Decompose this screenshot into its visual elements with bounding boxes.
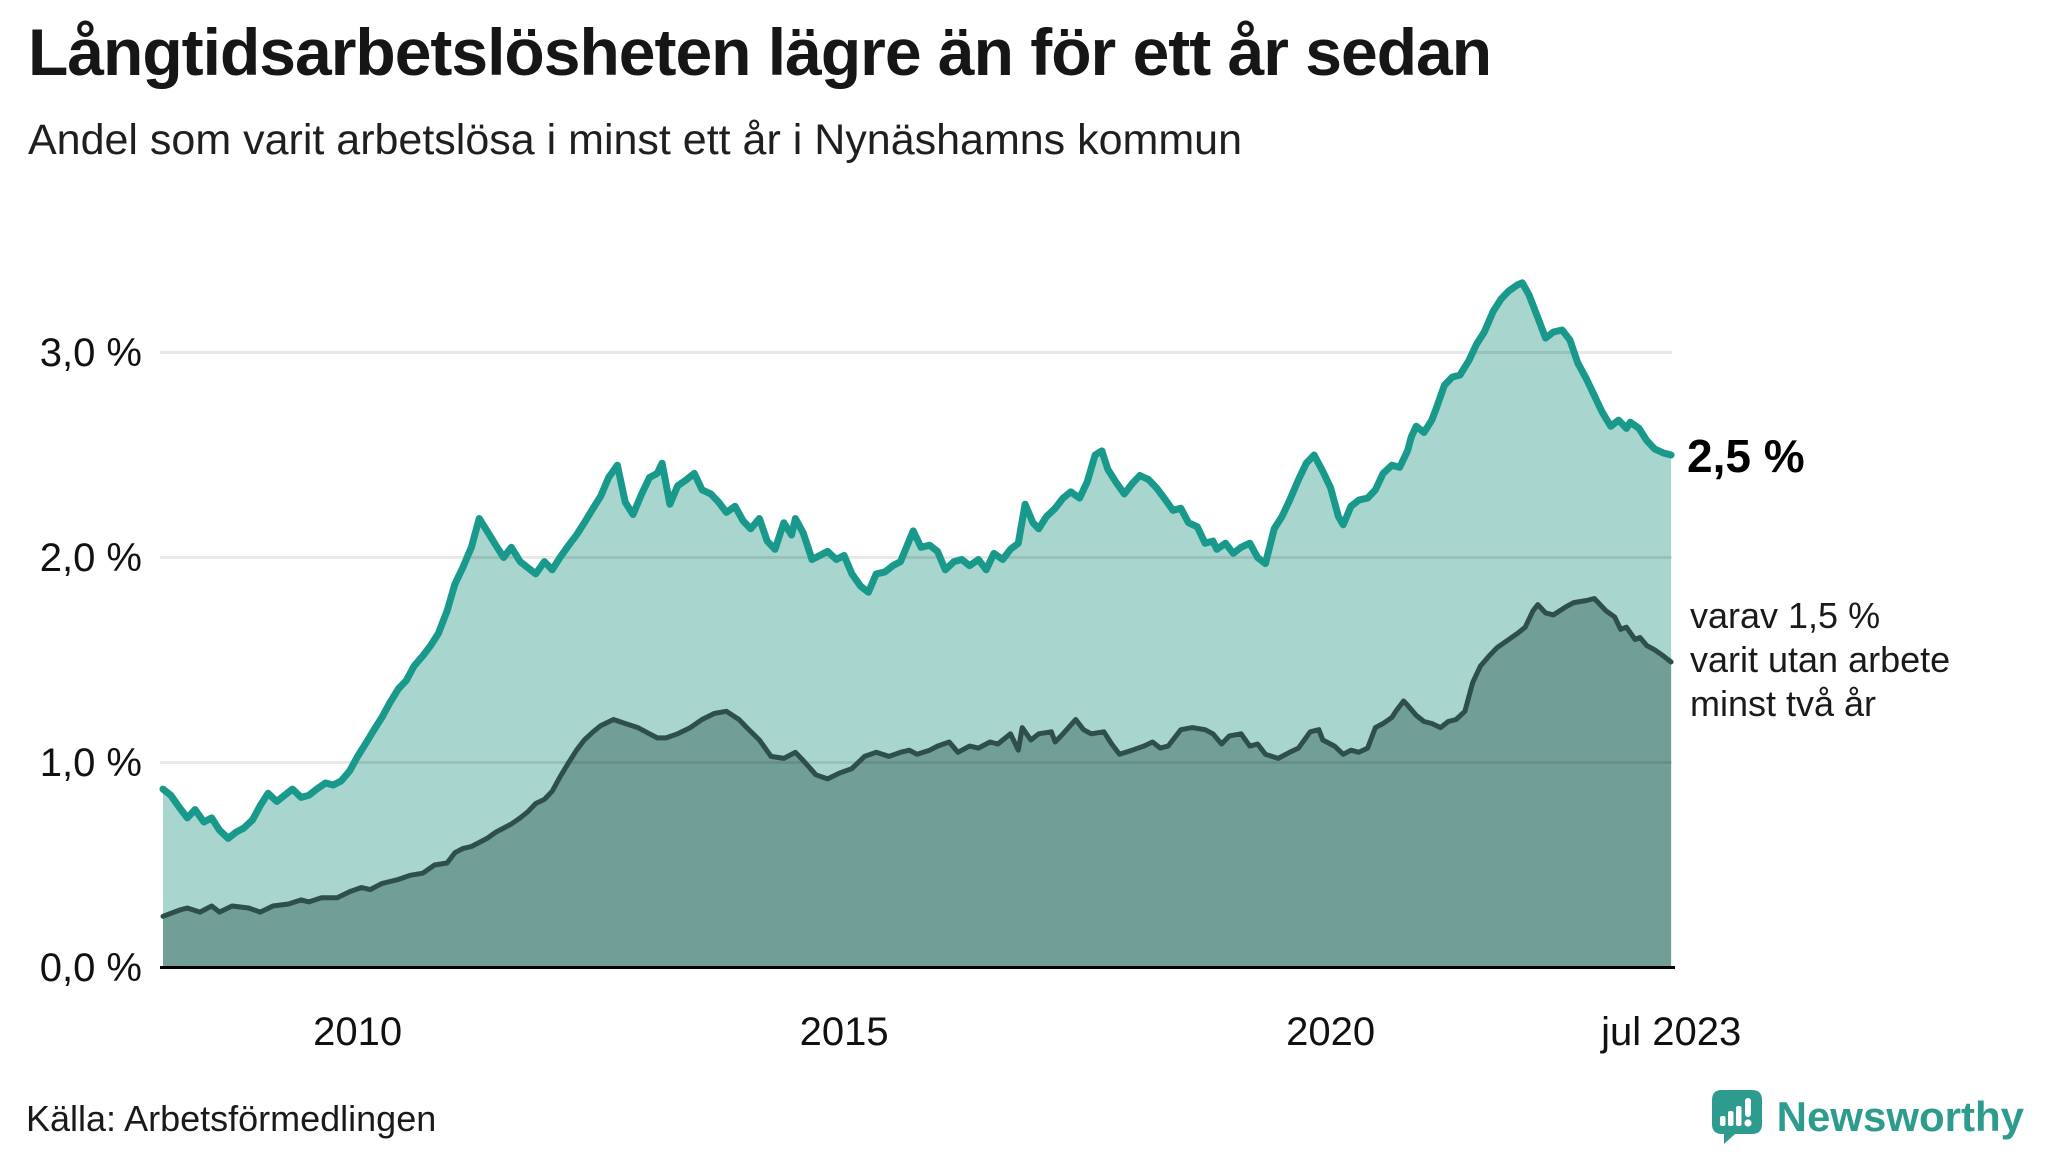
page-subtitle: Andel som varit arbetslösa i minst ett å… — [28, 116, 1243, 164]
logo-text: Newsworthy — [1776, 1093, 2024, 1140]
line-series-very-long-term — [160, 596, 1674, 919]
y-axis-tick-label: 3,0 % — [39, 330, 142, 375]
source-note: Källa: Arbetsförmedlingen — [26, 1098, 437, 1139]
latest-value-label: 2,5 % — [1687, 430, 1805, 482]
x-axis-tick-label: 2010 — [313, 1010, 403, 1054]
y-axis-tick-label: 1,0 % — [39, 740, 142, 785]
inner-series-note-line: varit utan arbete — [1690, 639, 1951, 680]
newsworthy-logo: Newsworthy — [1711, 1088, 2024, 1146]
line-series-long-term — [159, 279, 1675, 842]
x-axis-tick-label: 2015 — [799, 1010, 889, 1054]
area-series-very-long-term — [163, 598, 1672, 968]
inner-series-note-line: minst två år — [1690, 683, 1877, 724]
y-axis-tick-label: 2,0 % — [39, 535, 142, 580]
logo-speech-bubble-bars-icon — [1711, 1090, 1762, 1144]
inner-series-note-line: varav 1,5 % — [1690, 595, 1881, 636]
y-axis-tick-label: 0,0 % — [39, 945, 142, 990]
inner-series-note: varav 1,5 % varit utan arbete minst två år — [1690, 594, 1950, 726]
x-axis-tick-label: 2020 — [1286, 1010, 1376, 1054]
x-axis-tick-label: jul 2023 — [1601, 1010, 1742, 1054]
page-title: Långtidsarbetslösheten lägre än för ett … — [28, 15, 1492, 89]
